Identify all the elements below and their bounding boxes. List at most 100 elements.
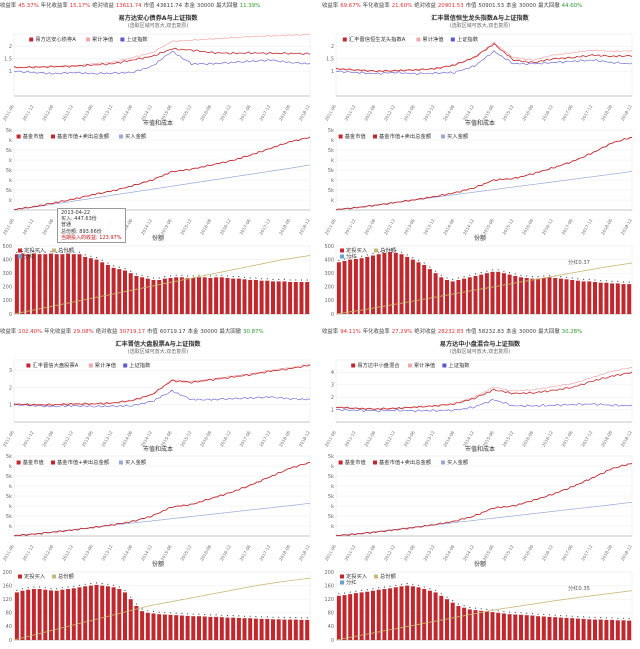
- share-bar[interactable]: [433, 592, 438, 640]
- share-bar[interactable]: [14, 592, 19, 640]
- share-bar[interactable]: [467, 277, 472, 314]
- market-value-chart[interactable]: 市值和成本 k 5k k 5k k 5k k 5k 基金市值 基金市值+卖出总金额 买入金额 2011-…: [2, 119, 311, 236]
- share-bar[interactable]: [197, 277, 201, 314]
- legend-entry[interactable]: 上证指数: [129, 361, 151, 369]
- share-bar[interactable]: [88, 585, 93, 640]
- share-bar[interactable]: [145, 612, 150, 640]
- share-bar[interactable]: [388, 588, 393, 640]
- share-bar[interactable]: [305, 619, 310, 640]
- share-bar[interactable]: [26, 254, 31, 314]
- share-bar[interactable]: [231, 278, 236, 314]
- share-bar[interactable]: [77, 254, 82, 314]
- share-bar[interactable]: [219, 277, 224, 314]
- share-bar[interactable]: [242, 618, 247, 640]
- share-bar[interactable]: [14, 254, 19, 314]
- share-bar[interactable]: [43, 254, 48, 314]
- legend-entry[interactable]: 定投买入: [24, 572, 46, 580]
- share-bar[interactable]: [236, 278, 241, 314]
- share-bar[interactable]: [49, 253, 53, 315]
- share-bar[interactable]: [427, 590, 432, 640]
- share-bar[interactable]: [202, 277, 207, 314]
- share-bar[interactable]: [410, 259, 415, 314]
- legend-entry[interactable]: 累计净值: [414, 361, 436, 369]
- share-bar[interactable]: [31, 589, 36, 640]
- share-bar[interactable]: [490, 612, 495, 640]
- legend-entry[interactable]: 基金市值: [345, 458, 367, 466]
- legend-entry[interactable]: 分红: [346, 252, 357, 260]
- share-bar[interactable]: [479, 274, 484, 314]
- share-bar[interactable]: [393, 587, 398, 640]
- legend-entry[interactable]: 基金市值+卖出总金额: [379, 132, 432, 140]
- legend-entry[interactable]: 基金市值: [345, 132, 367, 140]
- share-bar[interactable]: [293, 619, 298, 640]
- share-bar[interactable]: [299, 619, 304, 640]
- share-bar[interactable]: [214, 277, 219, 314]
- share-bar[interactable]: [479, 610, 484, 640]
- share-bar[interactable]: [558, 617, 563, 640]
- share-bar[interactable]: [627, 620, 632, 640]
- share-bar[interactable]: [467, 609, 472, 640]
- share-bar[interactable]: [265, 618, 270, 640]
- legend-entry[interactable]: 累计净值: [95, 361, 117, 369]
- share-bar[interactable]: [236, 617, 241, 640]
- legend-entry[interactable]: 易方达安心债券A: [35, 35, 76, 43]
- share-bar[interactable]: [445, 280, 449, 314]
- legend-entry[interactable]: 总份额: [380, 246, 397, 254]
- legend-entry[interactable]: 分红: [24, 252, 35, 260]
- share-bar[interactable]: [456, 280, 461, 314]
- share-bar[interactable]: [570, 280, 575, 314]
- share-bar[interactable]: [348, 594, 353, 640]
- share-bar[interactable]: [185, 278, 190, 314]
- share-bar[interactable]: [162, 278, 167, 314]
- share-bar[interactable]: [388, 252, 393, 314]
- legend-entry[interactable]: 上证指数: [448, 361, 470, 369]
- legend-entry[interactable]: 买入金额: [125, 132, 147, 140]
- share-bar[interactable]: [271, 281, 275, 314]
- legend-entry[interactable]: 易方达中小盘混合: [357, 361, 400, 369]
- legend-entry[interactable]: 基金市值+卖出总金额: [57, 458, 110, 466]
- share-bar[interactable]: [37, 254, 42, 314]
- share-bar[interactable]: [191, 616, 196, 640]
- share-bar[interactable]: [615, 620, 620, 640]
- share-bar[interactable]: [496, 271, 501, 314]
- nav-chart[interactable]: 易方达中小盘混合与上证指数(选取区域可放大,双击复原) 1 2 3 4 易方达中小盘混合 累…: [324, 340, 633, 448]
- share-bar[interactable]: [399, 254, 404, 314]
- share-bar[interactable]: [134, 606, 139, 640]
- legend-entry[interactable]: 定投买入: [346, 246, 368, 254]
- share-bar[interactable]: [253, 618, 258, 640]
- legend-entry[interactable]: 基金市值: [23, 458, 45, 466]
- share-bar[interactable]: [519, 277, 523, 314]
- share-bar[interactable]: [197, 616, 201, 640]
- share-bar[interactable]: [225, 617, 230, 640]
- share-bar[interactable]: [553, 278, 558, 314]
- share-bar[interactable]: [541, 616, 546, 641]
- share-bar[interactable]: [393, 252, 398, 314]
- share-bar[interactable]: [123, 270, 127, 315]
- share-bar[interactable]: [259, 618, 264, 640]
- share-bar[interactable]: [462, 607, 467, 640]
- share-bar[interactable]: [564, 279, 569, 314]
- share-bar[interactable]: [530, 615, 535, 641]
- legend-entry[interactable]: 总份额: [58, 246, 75, 254]
- share-bar[interactable]: [450, 602, 455, 640]
- share-bar[interactable]: [248, 280, 253, 314]
- share-bar[interactable]: [547, 616, 552, 640]
- share-bar[interactable]: [610, 619, 615, 640]
- nav-chart[interactable]: 汇丰晋信大盘股票A与上证指数(选取区域可放大,双击复原) 1 2 3 汇丰晋信大盘股票A…: [2, 340, 311, 448]
- share-bar[interactable]: [422, 589, 427, 640]
- share-bar[interactable]: [399, 586, 404, 640]
- share-bar[interactable]: [202, 616, 207, 641]
- market-value-chart[interactable]: 市值和成本 k 5k k 5k k 5k k 5k 基金市值 基金市值+卖出总金额 买入金额 2011-…: [324, 119, 633, 236]
- share-bar[interactable]: [288, 619, 293, 640]
- legend-entry[interactable]: 买入金额: [125, 458, 147, 466]
- share-bar[interactable]: [168, 278, 173, 314]
- share-bar[interactable]: [83, 586, 88, 640]
- share-bar[interactable]: [439, 595, 444, 640]
- share-bar[interactable]: [450, 281, 455, 314]
- share-bar[interactable]: [524, 278, 529, 314]
- share-bar[interactable]: [94, 584, 99, 640]
- share-bar[interactable]: [71, 588, 76, 640]
- share-bar[interactable]: [276, 281, 281, 314]
- fund-charts[interactable]: 汇丰晋信大盘股票A与上证指数(选取区域可放大,双击复原) 1 2 3 汇丰晋信大盘股票A…: [0, 338, 316, 648]
- share-bar[interactable]: [405, 256, 410, 314]
